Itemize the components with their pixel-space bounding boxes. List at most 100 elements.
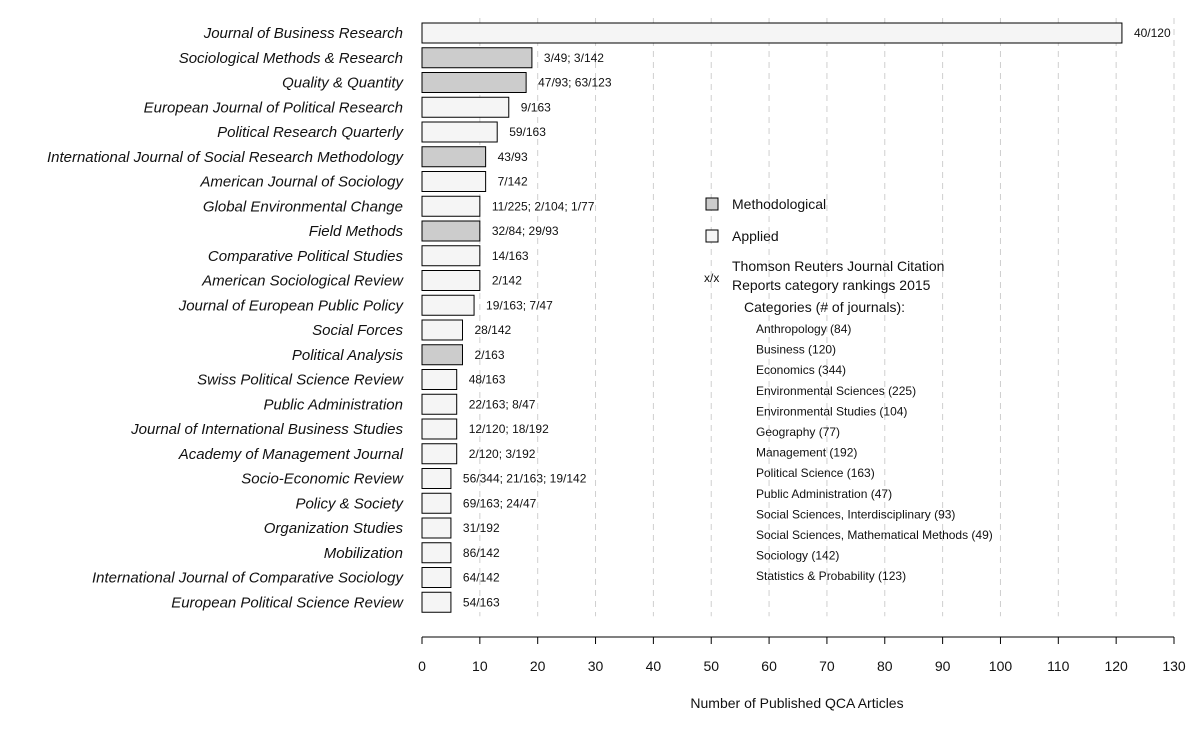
bar [421,220,481,242]
rank-label: 54/163 [463,595,500,609]
rank-label: 2/142 [492,274,522,288]
x-tick-label: 10 [472,658,488,674]
rank-label: 64/142 [463,571,500,585]
bar [421,294,475,316]
x-tick-label: 70 [819,658,835,674]
legend-category-item: Social Sciences, Mathematical Methods (4… [756,528,993,542]
journal-label: Swiss Political Science Review [197,372,404,389]
legend-methodological-swatch [705,197,719,211]
journal-label: Quality & Quantity [282,75,404,92]
journal-label: Comparative Political Studies [208,248,404,265]
bars: Journal of Business Research 40/120 Sociol… [47,22,1171,613]
legend-category-item: Public Administration (47) [756,487,892,501]
x-tick-label: 80 [877,658,893,674]
x-tick-label: 20 [530,658,546,674]
legend-category-item: Geography (77) [756,425,840,439]
x-tick-label: 40 [646,658,662,674]
bar [421,319,463,341]
legend-categories: Anthropology (84) Business (120) Economics… [756,322,993,583]
legend-category-item: Political Science (163) [756,466,875,480]
x-tick-label: 60 [761,658,777,674]
legend-category-item: Environmental Sciences (225) [756,384,916,398]
legend: Methodological Applied x/x Thomson Reute… [704,196,993,583]
bar [421,492,452,514]
bar [421,418,458,440]
bar [421,270,481,291]
legend-category-item: Social Sciences, Interdisciplinary (93) [756,507,955,521]
legend-methodological-label: Methodological [732,196,826,212]
bar [421,369,458,390]
rank-label: 56/344; 21/163; 19/142 [463,472,587,486]
legend-category-item: Management (192) [756,446,857,460]
bar [421,121,498,143]
bar [421,591,452,613]
journal-label: Public Administration [263,396,403,413]
x-axis-title: Number of Published QCA Articles [690,695,903,711]
journal-label: American Sociological Review [201,273,404,290]
rank-label: 31/192 [463,521,500,535]
journal-label: Organization Studies [264,520,404,537]
rank-label: 2/163 [474,348,504,362]
journal-label: Field Methods [309,223,404,240]
x-tick-label: 30 [588,658,604,674]
legend-applied-label: Applied [732,228,779,244]
journal-label: European Journal of Political Research [144,99,403,116]
bar [421,542,452,564]
rank-label: 32/84; 29/93 [492,224,559,238]
rank-label: 69/163; 24/47 [463,496,537,510]
rank-label: 14/163 [492,249,529,263]
bar [421,96,510,118]
legend-rank-symbol: x/x [704,271,719,285]
rank-label: 22/163; 8/47 [469,397,536,411]
rank-label: 7/142 [498,175,528,189]
bar [421,171,487,192]
bar [421,443,458,465]
rank-label: 2/120; 3/192 [469,447,536,461]
legend-category-item: Statistics & Probability (123) [756,569,906,583]
legend-category-item: Economics (344) [756,363,846,377]
rank-label: 86/142 [463,546,500,560]
bar [421,517,452,539]
rank-label: 59/163 [509,125,546,139]
legend-category-item: Environmental Studies (104) [756,404,907,418]
legend-category-item: Anthropology (84) [756,322,851,336]
rank-label: 3/49; 3/142 [544,51,604,65]
journal-label: Political Analysis [292,347,404,364]
legend-applied-swatch [705,229,719,243]
x-tick-label: 90 [935,658,951,674]
x-tick-label: 0 [418,658,426,674]
bar [421,195,481,217]
rank-label: 43/93 [498,150,528,164]
legend-categories-title: Categories (# of journals): [744,299,905,315]
rank-label: 28/142 [474,323,511,337]
legend-rank-line1: Thomson Reuters Journal Citation [732,258,944,274]
bar [421,468,452,489]
journal-label: Social Forces [312,322,403,339]
gridlines [479,18,1175,617]
bar [421,245,481,267]
legend-category-item: Sociology (142) [756,549,839,563]
journal-label: Journal of European Public Policy [178,297,405,314]
rank-label: 47/93; 63/123 [538,76,612,90]
journal-label: Sociological Methods & Research [179,50,403,67]
journal-label: American Journal of Sociology [199,174,404,191]
bar [421,47,533,69]
journal-label: Global Environmental Change [203,198,403,215]
x-tick-label: 50 [703,658,719,674]
x-tick-label: 110 [1047,658,1070,674]
x-tick-label: 130 [1162,658,1186,674]
journal-label: Journal of Business Research [203,25,403,42]
x-tick-label: 100 [989,658,1013,674]
journal-label: Journal of International Business Studie… [130,421,403,438]
rank-label: 40/120 [1134,26,1171,40]
journal-label: Political Research Quarterly [217,124,404,141]
journal-label: Socio-Economic Review [241,471,404,488]
journal-label: Academy of Management Journal [178,446,404,463]
journal-label: Policy & Society [295,495,404,512]
bar [421,567,452,588]
journal-label: Mobilization [324,545,403,562]
rank-label: 12/120; 18/192 [469,422,549,436]
rank-label: 9/163 [521,100,551,114]
rank-label: 11/225; 2/104; 1/77 [492,199,595,213]
